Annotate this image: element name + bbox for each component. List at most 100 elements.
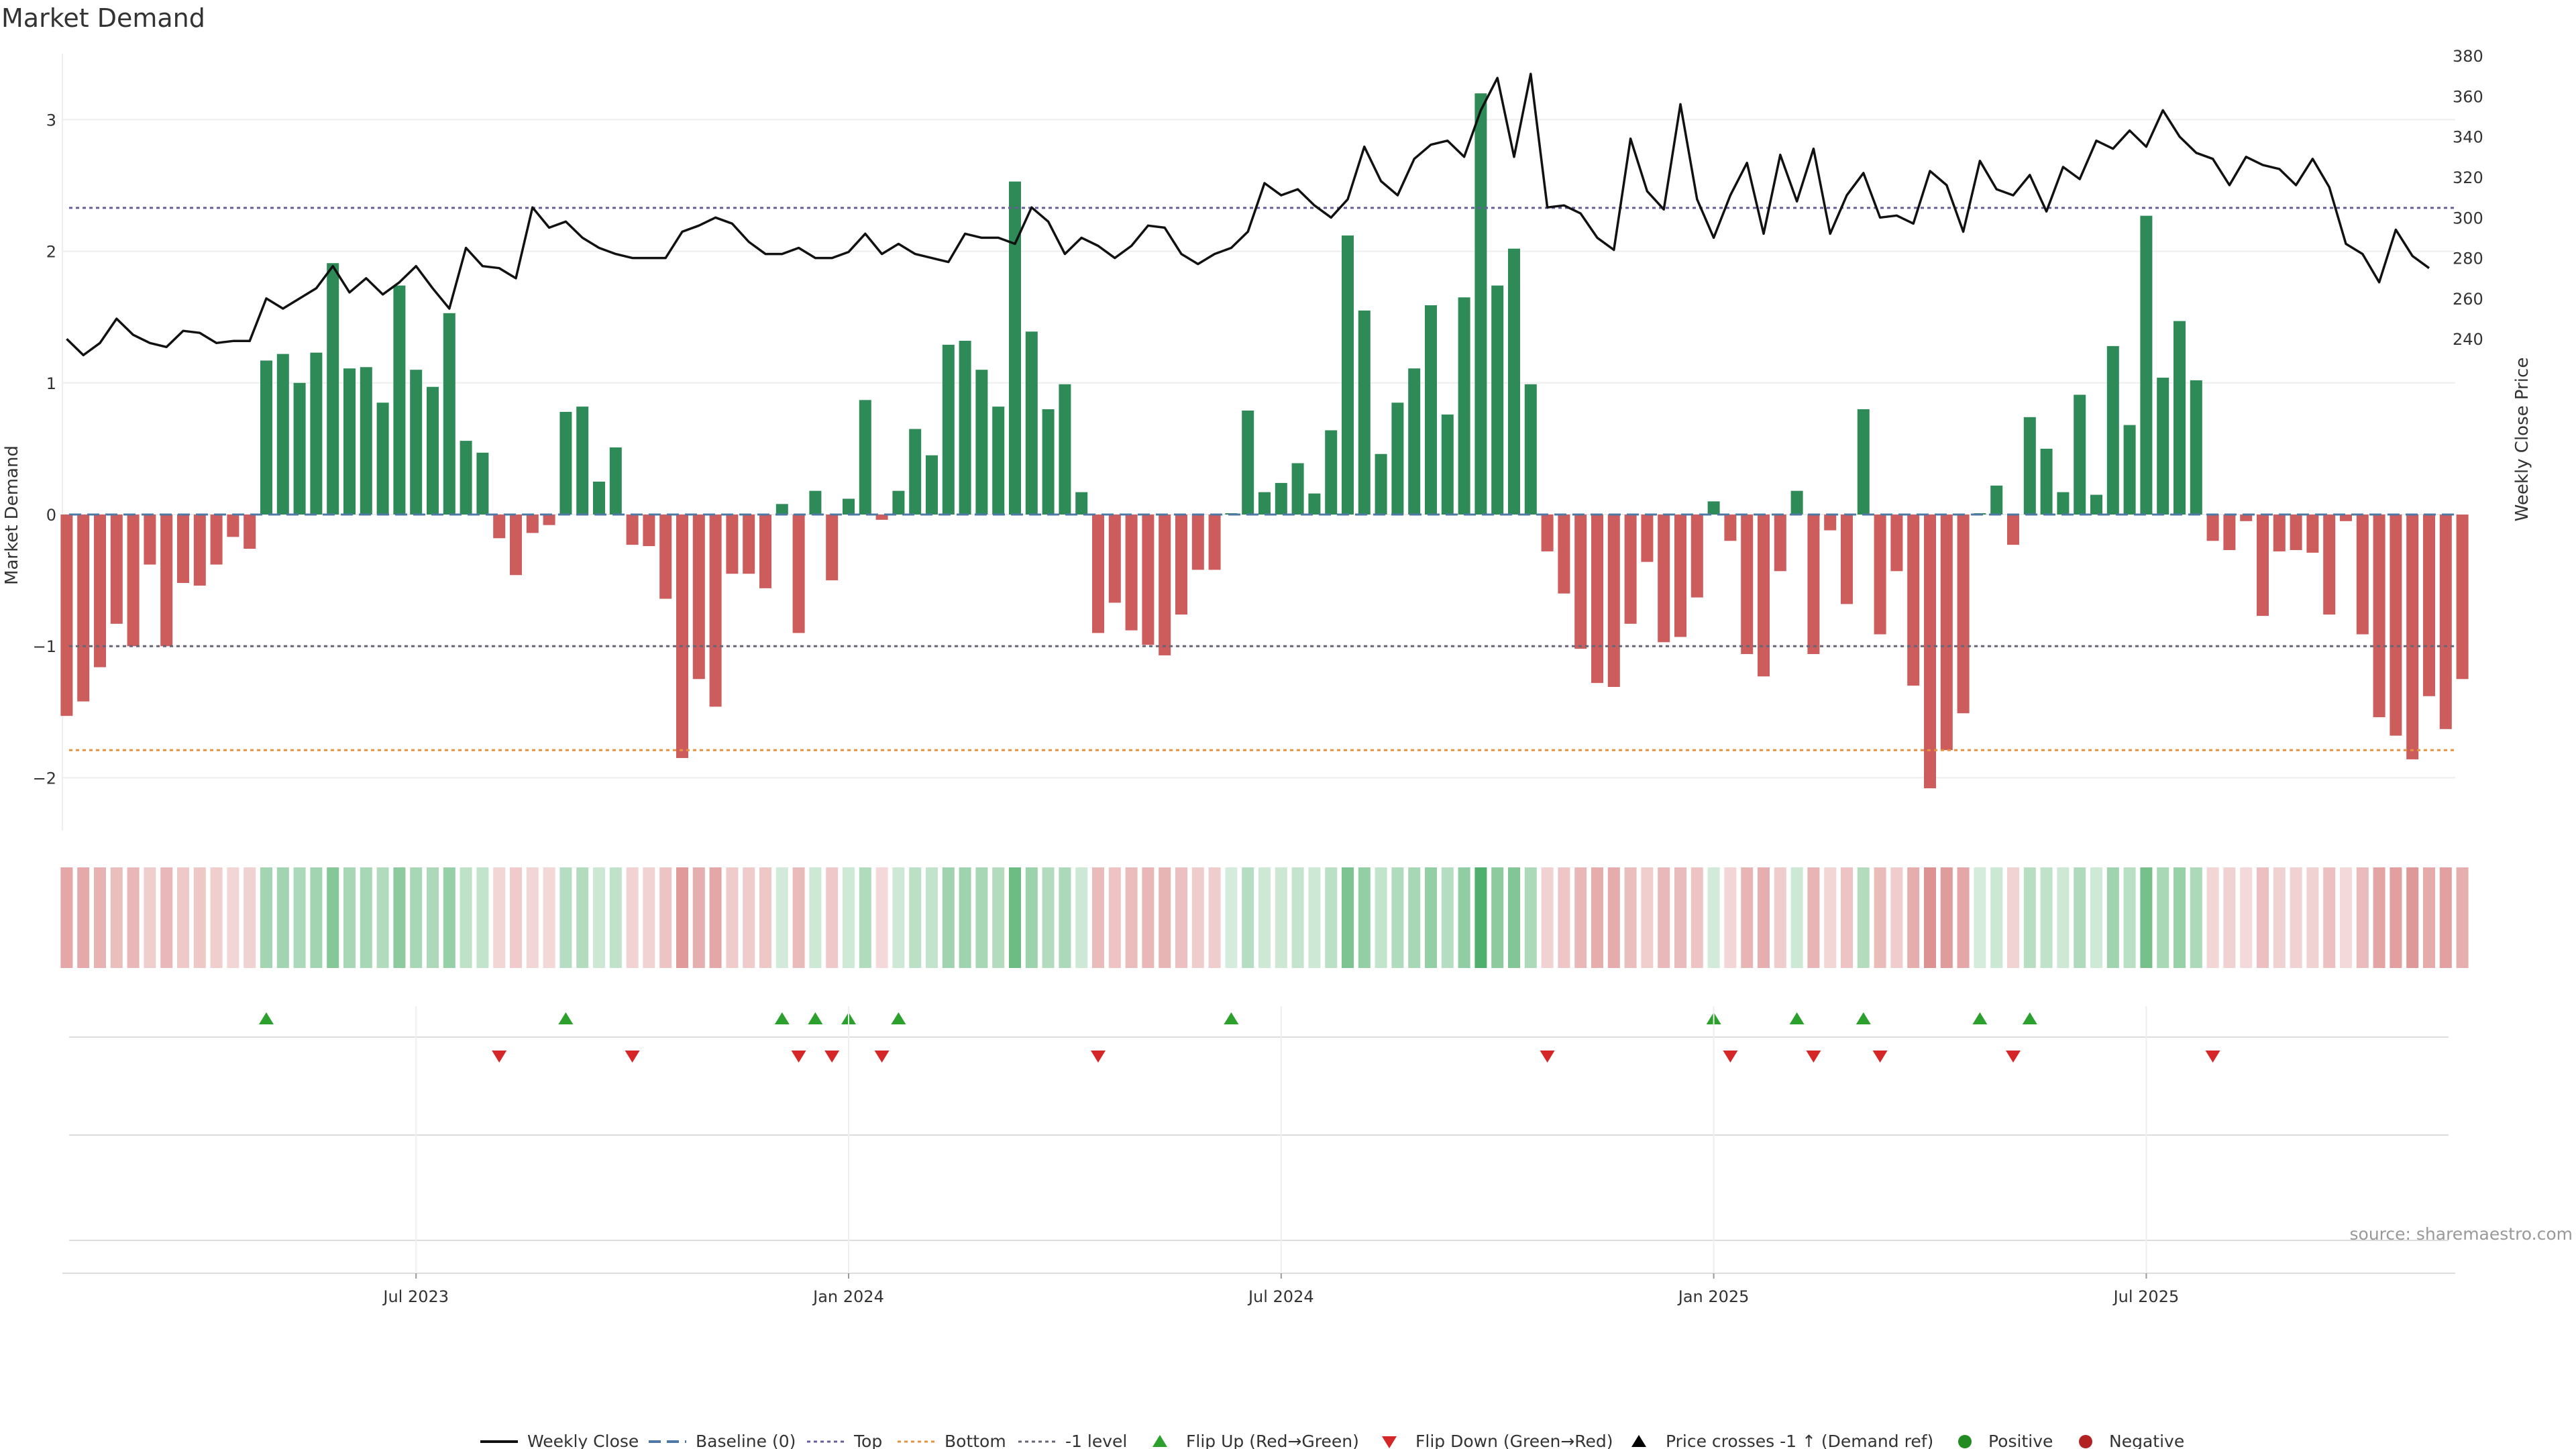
- demand-bar: [709, 515, 722, 707]
- heat-cell: [1907, 867, 1920, 968]
- demand-bar: [942, 344, 955, 515]
- flip-down-marker: [2006, 1051, 2021, 1063]
- demand-bar: [460, 441, 472, 515]
- demand-bar: [2390, 515, 2402, 736]
- flip-up-marker: [774, 1012, 790, 1024]
- heat-cell: [1342, 867, 1354, 968]
- demand-bar: [1641, 515, 1654, 562]
- demand-bar: [2406, 515, 2419, 759]
- demand-bar: [1125, 515, 1138, 631]
- flip-up-marker: [2022, 1012, 2037, 1024]
- right-tick-label: 240: [2453, 330, 2483, 349]
- heat-cell: [2340, 867, 2352, 968]
- demand-bar: [1574, 515, 1587, 649]
- demand-bar: [1358, 310, 1371, 515]
- demand-bar: [1591, 515, 1603, 684]
- demand-bar: [1075, 492, 1088, 515]
- demand-bar: [2023, 417, 2036, 515]
- demand-bar: [975, 370, 988, 515]
- demand-bar: [1624, 515, 1637, 624]
- heat-cell: [1441, 867, 1454, 968]
- demand-bar: [1242, 411, 1254, 515]
- demand-bar: [1874, 515, 1886, 635]
- demand-bar: [1025, 331, 1038, 515]
- heat-cell: [2323, 867, 2336, 968]
- heat-cell: [2223, 867, 2236, 968]
- demand-bar: [1674, 515, 1686, 637]
- heat-cell: [244, 867, 256, 968]
- demand-bar: [1308, 493, 1321, 515]
- heat-cell: [1724, 867, 1737, 968]
- heat-cell: [1874, 867, 1886, 968]
- heat-cell: [1774, 867, 1786, 968]
- demand-bar: [1009, 181, 1021, 515]
- heat-cell: [2190, 867, 2202, 968]
- heat-cell: [659, 867, 672, 968]
- heat-cell: [1491, 867, 1504, 968]
- heat-cell: [2257, 867, 2269, 968]
- heat-cell: [127, 867, 140, 968]
- heat-cell: [2074, 867, 2086, 968]
- demand-bar: [1425, 305, 1437, 515]
- flip-down-marker: [791, 1051, 806, 1063]
- demand-bar: [643, 515, 655, 547]
- heat-cell: [1092, 867, 1104, 968]
- demand-bar: [743, 515, 755, 574]
- demand-bar: [60, 515, 73, 716]
- x-tick-label: Jan 2025: [1677, 1287, 1750, 1306]
- heat-cell: [2240, 867, 2253, 968]
- chart-title: Market Demand: [1, 3, 205, 33]
- demand-bar: [792, 515, 805, 633]
- heat-cell: [2290, 867, 2302, 968]
- heat-cell: [526, 867, 539, 968]
- heat-cell: [1391, 867, 1404, 968]
- heat-cell: [1175, 867, 1187, 968]
- demand-bar: [393, 285, 406, 515]
- flip-down-marker: [1806, 1051, 1821, 1063]
- heat-cell: [1674, 867, 1686, 968]
- demand-bar: [1524, 384, 1537, 515]
- demand-bar: [1807, 515, 1820, 654]
- heat-cell: [1042, 867, 1055, 968]
- heat-cell: [260, 867, 272, 968]
- demand-bar: [2074, 394, 2086, 515]
- demand-bar: [1191, 515, 1204, 570]
- demand-bar: [1924, 515, 1936, 789]
- legend-baseline: Baseline (0): [696, 1432, 796, 1449]
- demand-bar: [94, 515, 106, 667]
- heat-cell: [2373, 867, 2385, 968]
- heat-cell: [1624, 867, 1637, 968]
- heat-cell: [2206, 867, 2219, 968]
- demand-bar: [1857, 409, 1870, 515]
- heat-cell: [809, 867, 822, 968]
- demand-bar: [1175, 515, 1187, 615]
- heat-cell: [2456, 867, 2469, 968]
- demand-bar: [576, 407, 589, 515]
- demand-bar: [2174, 321, 2186, 515]
- flip-down-marker: [492, 1051, 507, 1063]
- demand-bar: [526, 515, 539, 533]
- heat-cell: [743, 867, 755, 968]
- right-tick-label: 260: [2453, 290, 2483, 309]
- demand-bar: [2140, 215, 2153, 515]
- legend-negative-dot: [2079, 1435, 2092, 1448]
- demand-bar: [210, 515, 223, 565]
- demand-bar: [1790, 490, 1803, 515]
- demand-bar: [1841, 515, 1853, 604]
- demand-bar: [1957, 515, 1970, 714]
- heat-cell: [327, 867, 339, 968]
- flip-down-marker: [625, 1051, 640, 1063]
- flip-up-marker: [1789, 1012, 1805, 1024]
- heat-cell: [926, 867, 938, 968]
- heat-cell: [1524, 867, 1537, 968]
- demand-bars: [60, 93, 2469, 789]
- heat-cell: [476, 867, 489, 968]
- heat-cell: [94, 867, 106, 968]
- heat-cell: [1841, 867, 1853, 968]
- heat-cell: [676, 867, 688, 968]
- demand-bar: [959, 341, 971, 515]
- heat-cell: [1358, 867, 1371, 968]
- flip-markers: [69, 1012, 2449, 1063]
- demand-bar: [1508, 248, 1520, 515]
- heat-cell: [1108, 867, 1121, 968]
